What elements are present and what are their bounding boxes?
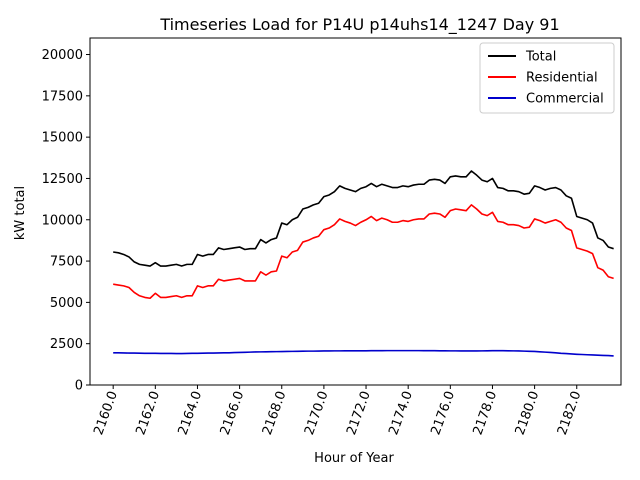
series-line-residential <box>113 204 614 300</box>
legend-label-commercial: Commercial <box>526 92 604 107</box>
y-tick-label: 12500 <box>42 172 83 187</box>
legend-box <box>479 42 615 114</box>
legend-label-residential: Residential <box>526 71 598 86</box>
series-layer <box>113 170 614 357</box>
y-tick-label: 0 <box>75 379 83 394</box>
legend-label-total: Total <box>525 50 556 65</box>
y-tick-label: 17500 <box>42 89 83 104</box>
y-axis: 0 2500 5000 7500 10000 12500 15000 17500 20000 <box>42 48 90 394</box>
plot-area <box>89 37 622 386</box>
y-tick-label: 7500 <box>50 255 83 270</box>
y-axis-label: kW total <box>13 186 28 240</box>
series-line-commercial <box>113 349 614 357</box>
legend: Total Residential Commercial <box>479 42 615 114</box>
y-tick-label: 10000 <box>42 213 83 228</box>
y-tick-label: 5000 <box>50 296 83 311</box>
series-line-total <box>113 170 614 267</box>
y-tick-label: 2500 <box>50 337 83 352</box>
x-axis-label: Hour of Year <box>314 451 394 466</box>
plot-frame <box>89 37 622 386</box>
y-tick-label: 15000 <box>42 131 83 146</box>
y-tick-label: 20000 <box>42 48 83 63</box>
chart-title: Timeseries Load for P14U p14uhs14_1247 D… <box>159 15 559 35</box>
